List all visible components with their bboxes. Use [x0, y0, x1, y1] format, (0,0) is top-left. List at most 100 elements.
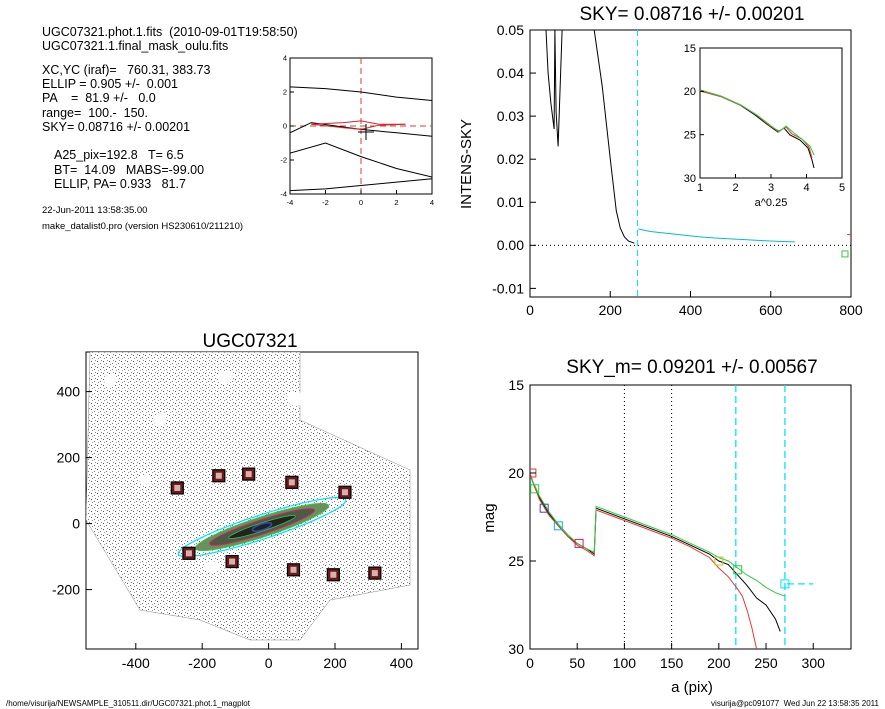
small-x-tick-label: 4	[430, 198, 434, 207]
mag-xlabel: a (pix)	[671, 679, 713, 696]
sky-y-tick-label: 0.05	[497, 22, 524, 38]
inset-frame	[699, 47, 843, 179]
mag-x-tick-label: 150	[660, 655, 684, 671]
img-y-tick-label: -200	[52, 582, 80, 598]
inset-y-tick-label: 30	[684, 173, 696, 185]
img-x-tick-label: 0	[265, 655, 273, 671]
info-range: range= 100.- 150.	[42, 106, 148, 120]
mag-x-tick-label: 300	[802, 655, 826, 671]
inset-line-green	[699, 89, 815, 156]
small-x-tick-label: 2	[394, 198, 398, 207]
sky-y-tick-label: 0.04	[497, 65, 524, 81]
mag-panel: SKY_m= 0.09201 +/- 0.00567 0 50 100 150 200 2…	[481, 357, 852, 696]
image-title: UGC07321	[202, 331, 297, 352]
small-y-tick-label: -2	[280, 156, 287, 165]
masked-star-core	[330, 571, 337, 578]
ellipse-contour-line	[311, 120, 406, 125]
masked-star-core	[229, 558, 236, 565]
mag-marker	[733, 565, 743, 575]
small-y-tick-label: 2	[283, 88, 287, 97]
masked-star-core	[174, 484, 181, 491]
sky-ylabel: INTENS-SKY	[458, 119, 475, 209]
ellipse-contour-line	[290, 86, 432, 101]
mag-y-tick-label: 15	[508, 377, 524, 393]
ellipse-panel: -4 -2 0 2 4 -4 -2 0 2 4	[280, 54, 434, 207]
sky-x-tick-label: 800	[839, 302, 863, 318]
masked-star-core	[341, 489, 348, 496]
small-x-tick-label: 0	[359, 198, 363, 207]
small-x-tick-label: -4	[287, 198, 294, 207]
info-a25: A25_pix=192.8 T= 6.5	[54, 148, 184, 162]
img-y-tick-label: 400	[57, 384, 81, 400]
sky-y-tick-label: 0.01	[497, 194, 524, 210]
img-y-tick-label: 0	[72, 516, 80, 532]
mag-y-tick-label: 30	[508, 641, 524, 657]
masked-star-core	[288, 479, 295, 486]
img-y-tick-label: 200	[57, 450, 81, 466]
mag-marker	[553, 521, 563, 531]
mag-marker	[530, 484, 540, 494]
sky-panel: SKY= 0.08716 +/- 0.00201 0 200 400 600 800 -0…	[458, 4, 863, 318]
masked-star-core	[185, 550, 192, 557]
img-x-tick-label: -400	[122, 655, 150, 671]
sky-image-region	[86, 352, 411, 641]
inset-x-tick-label: 3	[768, 182, 774, 194]
sky-y-tick-label: 0.03	[497, 108, 524, 124]
sky-x-tick-label: 600	[759, 302, 783, 318]
footer-path: /home/visurija/NEWSAMPLE_310511.dir/UGC0…	[6, 699, 250, 708]
mag-profile-line	[530, 476, 786, 597]
masked-star-core	[215, 472, 222, 479]
mag-x-tick-label: 250	[754, 655, 778, 671]
info-version: make_datalist0.pro (version HS230610/211…	[42, 221, 244, 232]
mag-ylabel: mag	[481, 503, 498, 532]
inset-x-tick-label: 4	[803, 182, 809, 194]
mag-x-tick-label: 0	[526, 655, 534, 671]
mag-x-tick-label: 200	[707, 655, 731, 671]
masked-holes	[104, 371, 382, 573]
sky-profile-line	[638, 228, 795, 243]
inset-y-tick-label: 15	[684, 43, 696, 55]
sky-profile-line	[545, 30, 635, 244]
small-y-tick-label: 4	[283, 54, 287, 63]
mag-marker	[714, 556, 724, 566]
sky-title: SKY= 0.08716 +/- 0.00201	[579, 4, 804, 25]
mag-marker	[574, 538, 584, 548]
sky-x-tick-label: 0	[526, 302, 534, 318]
img-x-tick-label: 200	[323, 655, 347, 671]
info-date: 22-Jun-2011 13:58:35.00	[42, 205, 148, 216]
masked-star-core	[290, 566, 297, 573]
info-center: XC,YC (iraf)= 760.31, 383.73	[42, 63, 211, 77]
mag-x-tick-label: 100	[613, 655, 637, 671]
img-x-tick-label: -200	[188, 655, 216, 671]
info-mask-file: UGC07321.1.final_mask_oulu.fits	[42, 39, 229, 53]
sky-marker	[841, 250, 849, 258]
mag-frame	[529, 384, 852, 650]
mag-y-tick-label: 25	[508, 553, 524, 569]
inset-x-tick-label: 2	[732, 182, 738, 194]
inset-x-tick-label: 5	[839, 182, 845, 194]
masked-star-core	[371, 570, 378, 577]
masked-star-core	[245, 471, 252, 478]
mag-profile-line	[530, 474, 781, 632]
mag-title: SKY_m= 0.09201 +/- 0.00567	[566, 357, 817, 378]
inset-x-tick-label: 1	[697, 182, 703, 194]
info-pa: PA = 81.9 +/- 0.0	[42, 91, 156, 105]
mag-marker	[539, 503, 549, 513]
small-x-tick-label: -2	[322, 198, 329, 207]
small-y-tick-label: 0	[283, 122, 287, 131]
info-sky: SKY= 0.08716 +/- 0.00201	[42, 120, 191, 134]
info-fits-file: UGC07321.phot.1.fits (2010-09-01T19:58:5…	[42, 25, 298, 39]
info-ellip: ELLIP = 0.905 +/- 0.001	[42, 77, 178, 91]
mag-profile-line	[530, 472, 758, 649]
sky-x-tick-label: 200	[599, 302, 623, 318]
img-x-tick-label: 400	[390, 655, 414, 671]
mag-x-tick-label: 50	[569, 655, 585, 671]
mag-marker	[780, 579, 790, 589]
inset-xlabel: a^0.25	[755, 197, 788, 209]
inset-y-tick-label: 20	[684, 86, 696, 98]
ellipse-contour-line	[290, 178, 432, 192]
sky-inset: 1 2 3 4 5 15 20 25 30 a^0.25	[684, 43, 845, 209]
sky-y-tick-label: -0.01	[492, 280, 524, 296]
